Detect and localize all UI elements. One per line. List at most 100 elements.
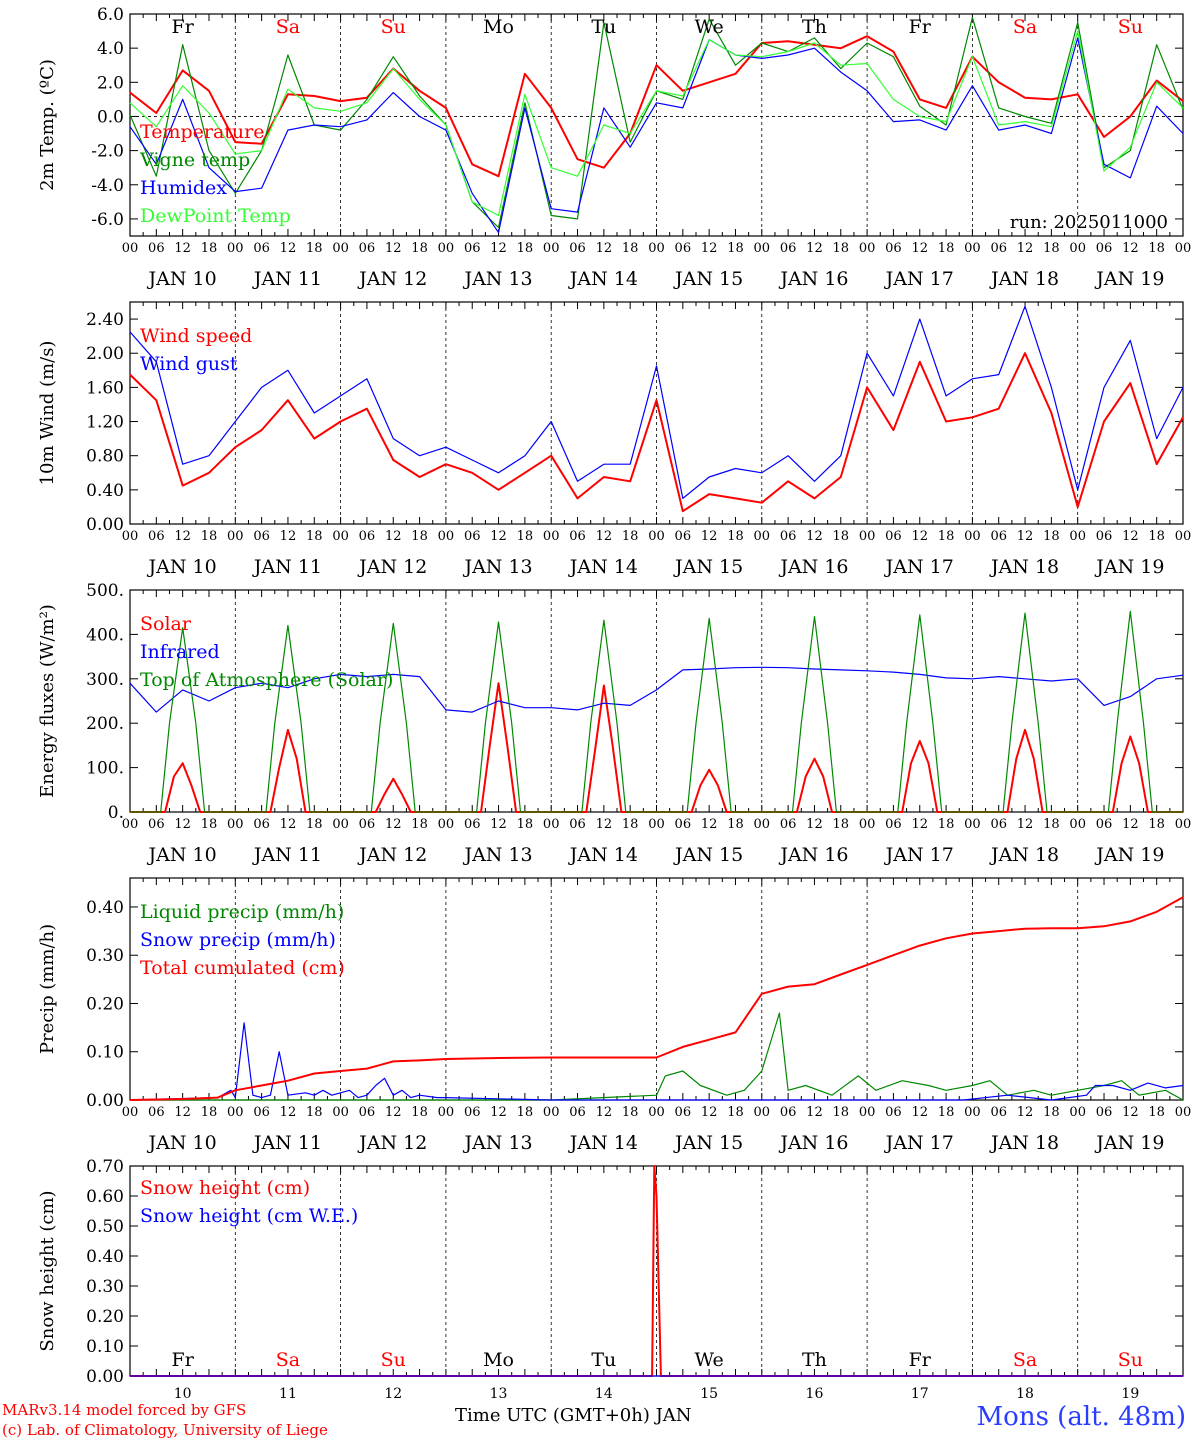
hour-label: 06 <box>675 1105 692 1120</box>
chart-panel-5: 0.70 0.60 0.50 0.40 0.30 0.20 0.10 0.00 Snow hei… <box>37 1157 1184 1400</box>
hour-label: 06 <box>885 529 902 544</box>
date-label: JAN 18 <box>989 844 1059 866</box>
hour-label: 00 <box>438 1105 455 1120</box>
hour-label: 18 <box>622 241 639 256</box>
time-axis-label: Time UTC (GMT+0h) JAN <box>455 1405 692 1426</box>
day-name: Sa <box>276 16 300 38</box>
hour-label: 18 <box>833 817 850 832</box>
hour-label: 06 <box>253 241 270 256</box>
y-tick-label: 0.00 <box>86 1367 124 1387</box>
date-label: JAN 14 <box>568 1132 638 1154</box>
date-label: JAN 12 <box>357 844 427 866</box>
hour-label: 12 <box>806 817 823 832</box>
hour-label: 12 <box>911 529 928 544</box>
hour-label: 18 <box>1148 529 1165 544</box>
date-label: JAN 15 <box>673 556 743 578</box>
hour-label: 06 <box>780 1105 797 1120</box>
hour-label: 00 <box>122 1105 139 1120</box>
y-tick-label: -2.0 <box>91 142 124 162</box>
hour-label: 06 <box>359 1105 376 1120</box>
hour-label: 12 <box>701 817 718 832</box>
y-tick-label: 2.40 <box>86 310 124 330</box>
legend-label: Infrared <box>140 641 220 663</box>
hour-label: 00 <box>438 529 455 544</box>
hour-label: 00 <box>438 241 455 256</box>
y-tick-label: 0.70 <box>86 1157 124 1177</box>
hour-label: 18 <box>201 1105 218 1120</box>
y-tick-label: 0.30 <box>86 1277 124 1297</box>
chart-panel-2: 2.40 2.00 1.60 1.20 0.80 0.40 0.00 10m Wind (m/… <box>37 301 1192 578</box>
hour-label: 00 <box>648 1105 665 1120</box>
hour-label: 06 <box>464 817 481 832</box>
hour-label: 12 <box>1122 1105 1139 1120</box>
date-label: JAN 16 <box>778 844 848 866</box>
hour-label: 00 <box>964 1105 981 1120</box>
series-line <box>129 30 1184 217</box>
y-tick-label: 0.20 <box>86 1307 124 1327</box>
y-tick-label: 0.40 <box>86 898 124 918</box>
day-number-label: 11 <box>279 1386 297 1400</box>
y-tick-label: 0.40 <box>86 481 124 501</box>
hour-label: 12 <box>385 817 402 832</box>
y-tick-label: 500. <box>86 581 124 601</box>
hour-label: 00 <box>227 241 244 256</box>
day-name: Tu <box>591 16 616 38</box>
hour-label: 12 <box>174 529 191 544</box>
footer-credits: MARv3.14 model forced by GFS (c) Lab. of… <box>2 1400 328 1440</box>
series-line <box>129 37 1184 234</box>
date-label: JAN 13 <box>462 268 532 290</box>
hour-label: 00 <box>227 817 244 832</box>
chart-panel-1: 6.0 4.0 2.0 0.0 -2.0 -4.0 -6.0 2m Temp. (ºC) Tem… <box>37 5 1191 290</box>
hour-label: 00 <box>964 529 981 544</box>
hour-label: 18 <box>306 817 323 832</box>
date-label: JAN 19 <box>1094 1132 1164 1154</box>
date-label: JAN 14 <box>568 844 638 866</box>
hour-label: 00 <box>1175 1105 1192 1120</box>
series-line <box>129 305 1184 499</box>
y-tick-label: 0. <box>108 803 124 823</box>
y-tick-label: 0.10 <box>86 1337 124 1357</box>
y-axis-label: Snow height (cm) <box>37 1190 58 1351</box>
legend-label: Snow precip (mm/h) <box>140 929 336 951</box>
date-label: JAN 11 <box>252 844 322 866</box>
legend-label: Snow height (cm) <box>140 1177 310 1199</box>
hour-label: 12 <box>385 241 402 256</box>
hour-label: 00 <box>1175 529 1192 544</box>
legend-label: Solar <box>140 613 192 635</box>
date-label: JAN 18 <box>989 268 1059 290</box>
date-label: JAN 10 <box>147 556 217 578</box>
day-name: Fr <box>172 1349 195 1371</box>
date-label: JAN 11 <box>252 556 322 578</box>
hour-label: 00 <box>859 817 876 832</box>
date-label: JAN 13 <box>462 1132 532 1154</box>
hour-label: 18 <box>833 241 850 256</box>
hour-label: 18 <box>411 1105 428 1120</box>
y-tick-label: 300. <box>86 670 124 690</box>
hour-label: 12 <box>174 1105 191 1120</box>
hour-label: 12 <box>1122 817 1139 832</box>
hour-label: 12 <box>1017 529 1034 544</box>
date-label: JAN 12 <box>357 268 427 290</box>
hour-label: 06 <box>359 241 376 256</box>
hour-label: 18 <box>938 241 955 256</box>
y-tick-label: 0.00 <box>86 1091 124 1111</box>
hour-label: 18 <box>201 529 218 544</box>
date-label: JAN 11 <box>252 1132 322 1154</box>
hour-label: 06 <box>990 241 1007 256</box>
hour-label: 06 <box>780 817 797 832</box>
hour-label: 00 <box>332 1105 349 1120</box>
hour-label: 00 <box>227 1105 244 1120</box>
hour-label: 12 <box>1017 817 1034 832</box>
hour-label: 00 <box>332 817 349 832</box>
y-tick-label: 400. <box>86 625 124 645</box>
day-name: Su <box>381 1349 406 1371</box>
day-number-label: 15 <box>700 1386 718 1400</box>
hour-label: 18 <box>1043 529 1060 544</box>
hour-label: 06 <box>253 1105 270 1120</box>
date-label: JAN 16 <box>778 1132 848 1154</box>
hour-label: 18 <box>201 241 218 256</box>
hour-label: 06 <box>569 817 586 832</box>
run-annotation: run: 2025011000 <box>1010 212 1168 233</box>
y-tick-label: 0.80 <box>86 447 124 467</box>
hour-label: 18 <box>622 1105 639 1120</box>
